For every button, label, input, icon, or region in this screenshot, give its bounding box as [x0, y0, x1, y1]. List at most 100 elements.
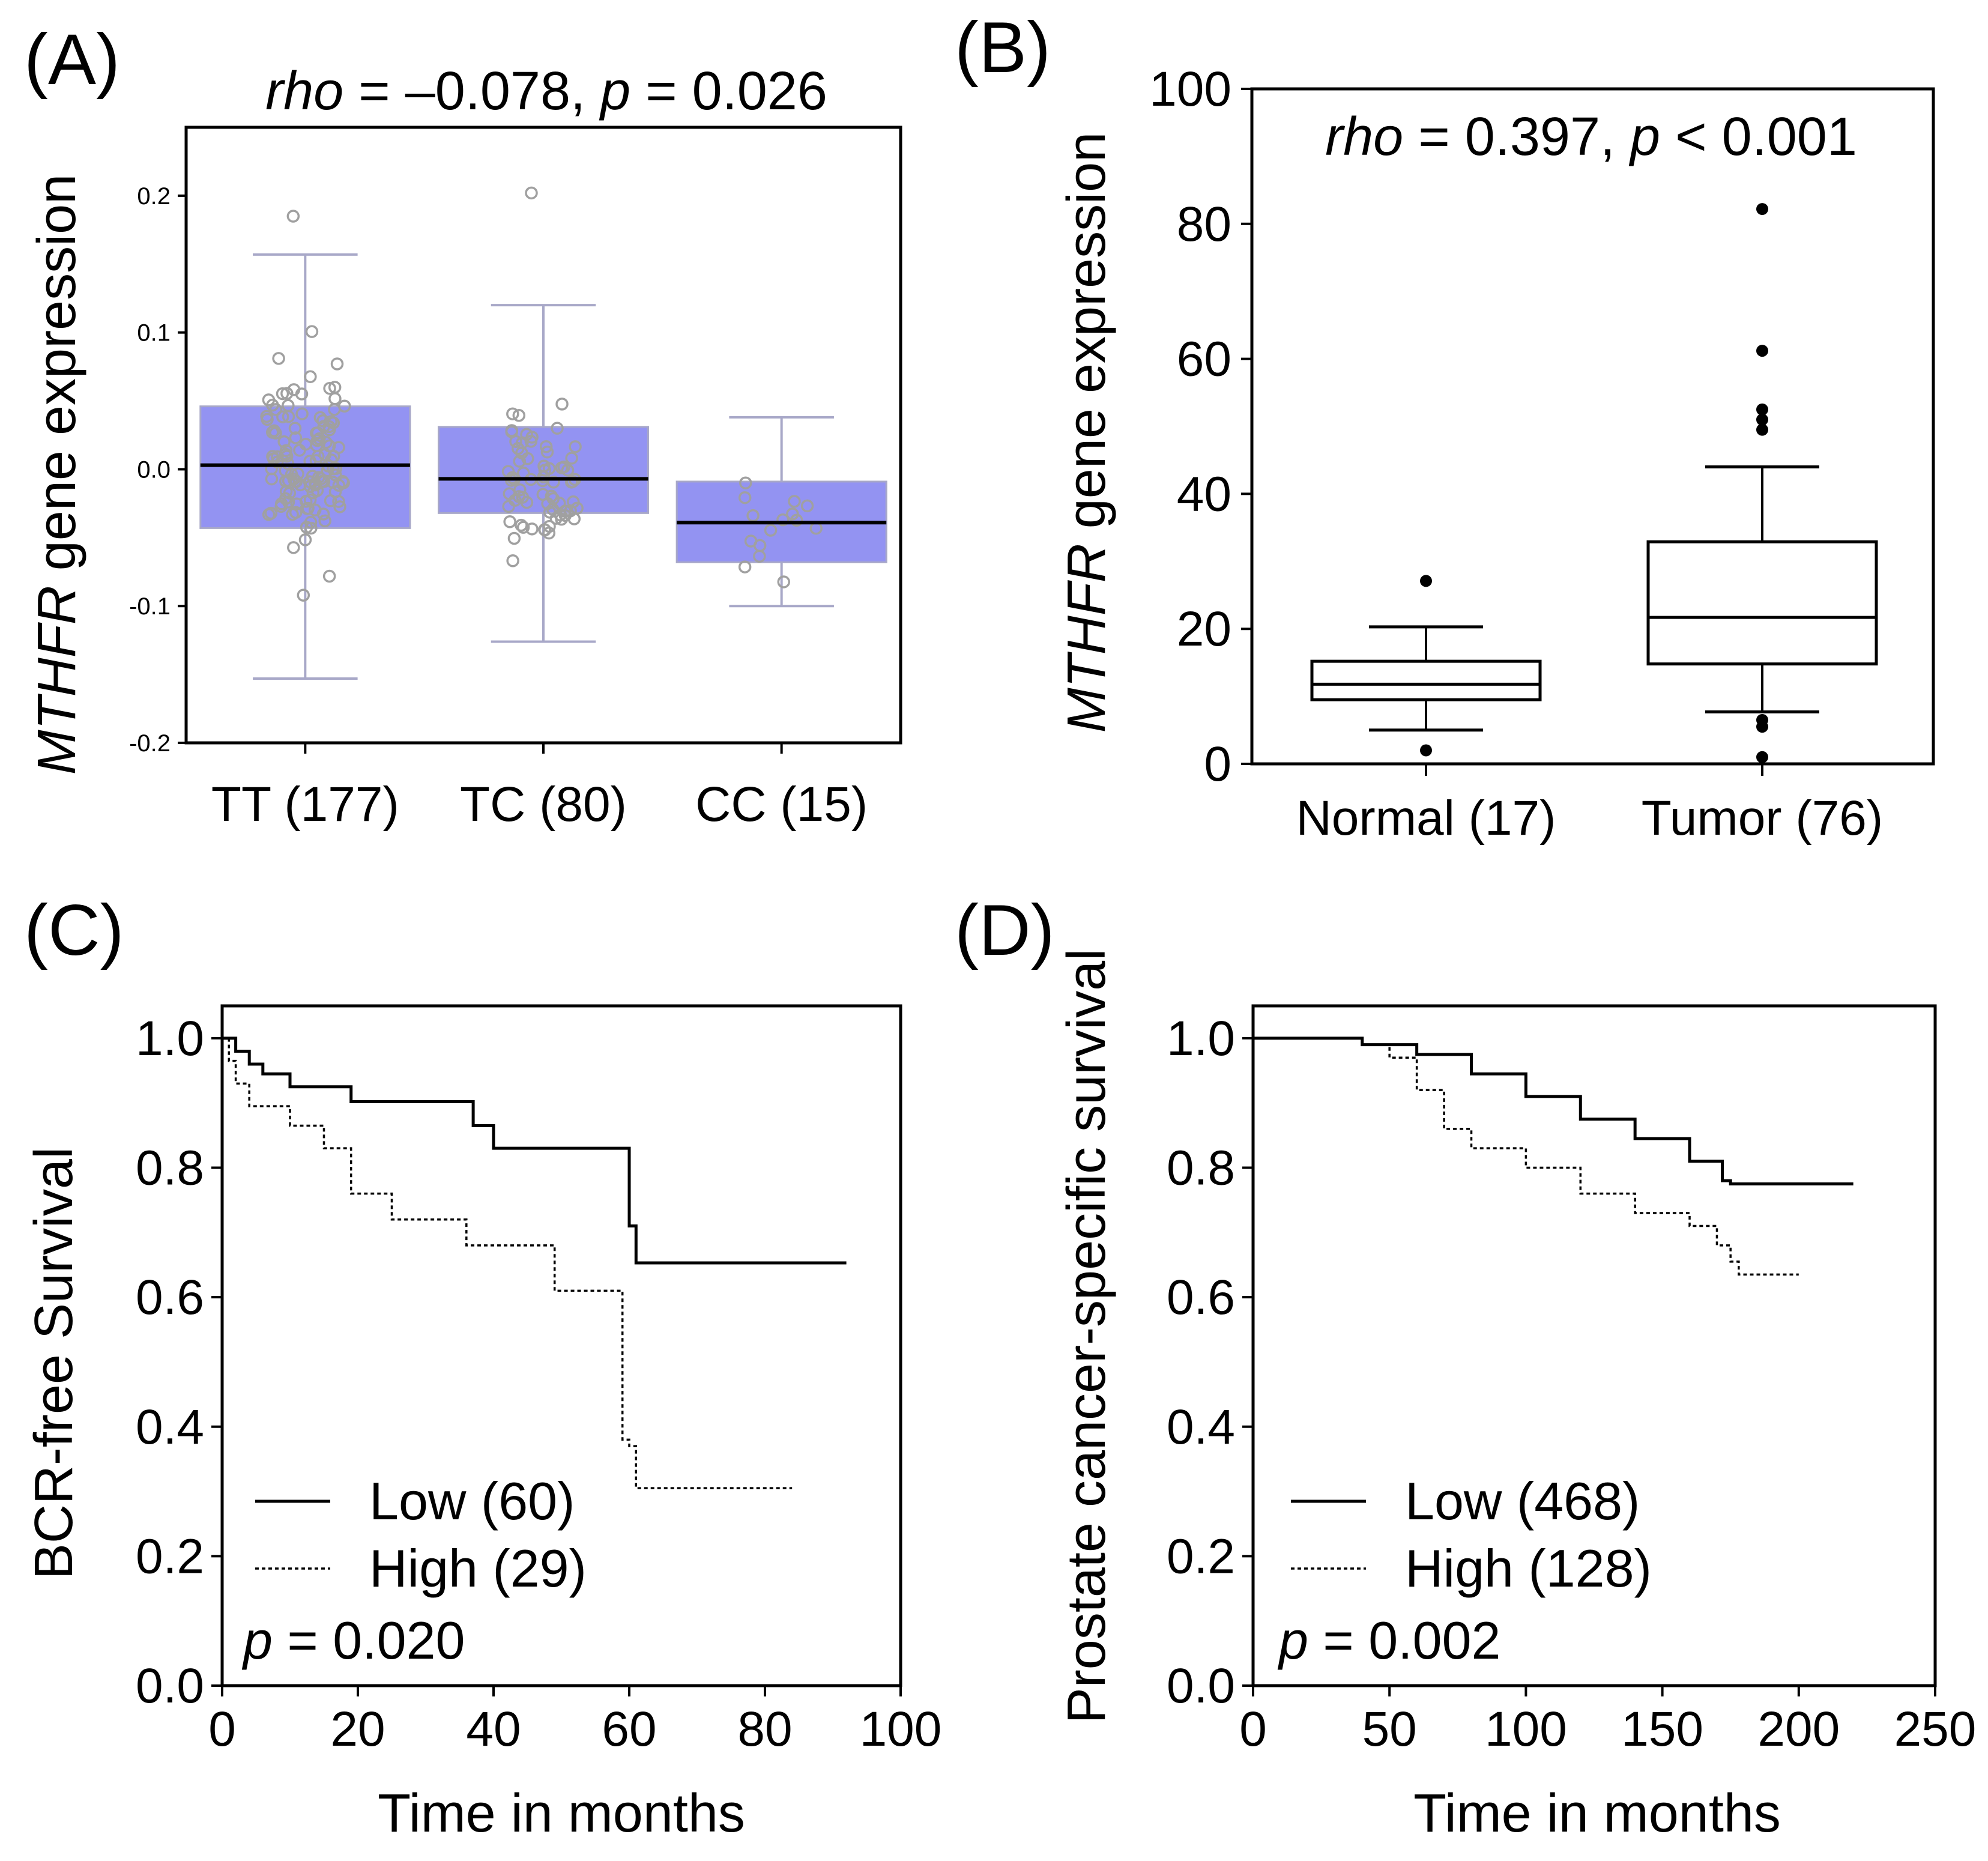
x-tick-label: 250 — [1894, 1702, 1977, 1757]
data-point — [282, 399, 295, 412]
data-point — [516, 521, 530, 534]
data-point — [543, 506, 557, 519]
outlier-point — [1756, 751, 1768, 763]
data-point — [276, 387, 289, 401]
data-point — [753, 539, 767, 552]
data-point — [539, 440, 553, 453]
data-point — [305, 325, 319, 338]
x-tick-label: TT (177) — [211, 777, 399, 832]
legend-label: Low (60) — [369, 1471, 575, 1531]
data-point — [287, 473, 301, 486]
data-point — [322, 439, 336, 453]
x-tick-label: 200 — [1757, 1702, 1840, 1757]
data-point — [329, 462, 343, 475]
data-point — [505, 425, 518, 438]
data-point — [318, 514, 331, 528]
panel-d-label: (D) — [955, 890, 1055, 970]
panel-a-stat: rho = –0.078, p = 0.026 — [265, 61, 827, 121]
panel-c-plot: 0.0 0.2 0.4 0.6 0.8 1.0 0 20 40 60 80 100 Low (60) Hi… — [136, 1004, 941, 1757]
data-point — [547, 476, 560, 489]
y-tick-label: 0.6 — [1167, 1270, 1235, 1325]
data-point — [308, 503, 322, 517]
panel-b-stat: rho = 0.397, p < 0.001 — [1325, 107, 1857, 167]
outlier-point — [1420, 575, 1432, 587]
data-point — [295, 407, 309, 420]
high-survival-curve — [1253, 1037, 1799, 1276]
low-survival-curve — [1253, 1036, 1854, 1185]
data-point — [289, 475, 303, 488]
data-point — [565, 476, 578, 489]
data-point — [287, 383, 301, 396]
outlier-point — [1756, 203, 1768, 216]
data-point — [322, 569, 336, 583]
y-tick-label: 100 — [1149, 62, 1231, 117]
data-point — [328, 392, 342, 405]
y-tick-label: 0.2 — [136, 1529, 204, 1584]
data-point — [293, 444, 306, 457]
box — [1646, 540, 1878, 666]
data-point — [515, 518, 528, 532]
x-tick-label: 80 — [737, 1702, 792, 1757]
y-tick-label: 60 — [1177, 332, 1231, 387]
data-point — [289, 431, 303, 444]
x-tick-label: Normal (17) — [1296, 791, 1556, 846]
panel-c-xlabel: Time in months — [378, 1784, 745, 1844]
data-point — [332, 441, 345, 454]
panel-a-label: (A) — [24, 19, 120, 100]
data-point — [538, 464, 552, 477]
legend-label: High (29) — [369, 1539, 587, 1598]
data-point — [262, 508, 276, 521]
data-point — [512, 408, 526, 422]
panel-a: (A) rho = –0.078, p = 0.026 MTHFR gene e… — [24, 19, 902, 832]
y-tick-label: 0.0 — [136, 1659, 204, 1713]
panel-d-p-value: p = 0.002 — [1277, 1611, 1500, 1670]
panel-b: (B) rho = 0.397, p < 0.001 MTHFR gene ex… — [955, 7, 1935, 846]
panel-d-xlabel: Time in months — [1413, 1784, 1781, 1844]
data-point — [567, 512, 581, 525]
panel-c: (C) BCR-free Survival Time in months p =… — [24, 890, 941, 1844]
data-point — [525, 522, 539, 536]
data-point — [270, 455, 284, 469]
data-point — [540, 445, 554, 459]
data-point — [788, 495, 801, 508]
y-tick-label: 0.8 — [1167, 1141, 1235, 1196]
y-tick-label: 0 — [1204, 737, 1231, 791]
legend-label: High (128) — [1405, 1539, 1652, 1598]
data-point — [310, 434, 324, 447]
data-point — [297, 589, 310, 602]
y-tick-label: 0.2 — [1167, 1529, 1235, 1584]
data-point — [262, 393, 276, 407]
data-point — [515, 446, 528, 459]
data-point — [538, 523, 551, 536]
panel-a-plot: -0.2 -0.1 0.0 0.1 0.2 TT (177) TC (80) CC (15) — [129, 126, 902, 832]
data-point — [520, 428, 533, 441]
data-point — [337, 476, 350, 489]
data-point — [513, 455, 526, 468]
data-point — [557, 460, 570, 474]
data-point — [777, 575, 791, 589]
plot-frame — [220, 1004, 902, 1687]
data-point — [738, 491, 752, 504]
y-tick-label: 0.6 — [136, 1270, 204, 1325]
data-point — [738, 560, 752, 573]
panel-b-ylabel: MTHFR gene expression — [1057, 132, 1117, 733]
data-point — [551, 422, 564, 435]
outlier-point — [1756, 403, 1768, 416]
legend-label: Low (468) — [1405, 1471, 1640, 1531]
outlier-point — [1420, 744, 1432, 757]
data-point — [303, 493, 317, 507]
data-point — [509, 494, 522, 507]
y-tick-label: 0.0 — [1167, 1659, 1235, 1713]
data-point — [279, 447, 292, 461]
panel-c-p-value: p = 0.020 — [241, 1611, 465, 1670]
x-tick-label: 40 — [466, 1702, 521, 1757]
x-tick-label: CC (15) — [695, 777, 868, 832]
outlier-point — [1756, 345, 1768, 357]
data-point — [317, 420, 331, 433]
data-point — [298, 533, 312, 546]
data-point — [277, 435, 291, 449]
data-point — [319, 436, 333, 449]
x-tick-label: Tumor (76) — [1642, 791, 1883, 846]
data-point — [304, 515, 318, 529]
